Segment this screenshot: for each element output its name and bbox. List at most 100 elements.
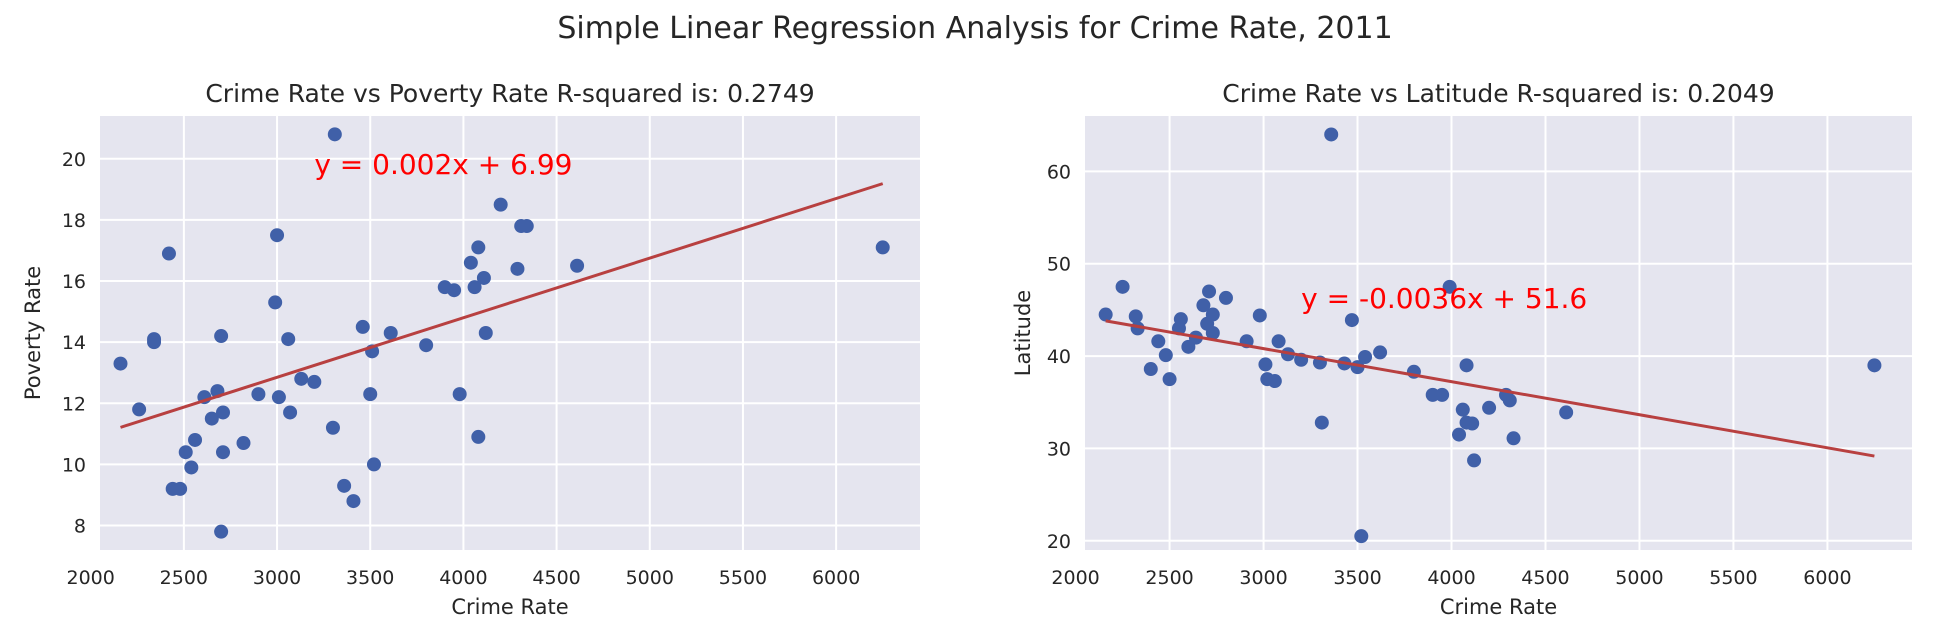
data-point [476,270,491,285]
data-point [1344,313,1359,328]
y-tick-label: 50 [1047,254,1071,276]
y-axis-label: Latitude [1011,290,1035,376]
data-point [875,240,890,255]
x-tick-label: 3500 [1333,567,1381,589]
data-point [1158,348,1173,363]
x-tick-label: 5500 [1709,567,1757,589]
x-tick-label: 3000 [1239,567,1287,589]
data-point [1162,372,1177,387]
y-tick-label: 10 [62,454,86,476]
data-point [1196,298,1211,313]
data-point [519,219,534,234]
regression-line [1105,319,1875,458]
data-point [184,460,199,475]
data-point [325,420,340,435]
data-point [1218,290,1233,305]
y-tick-label: 8 [74,516,86,538]
data-point [452,387,467,402]
data-point [510,261,525,276]
data-point [1258,357,1273,372]
data-point [294,371,309,386]
data-point [1482,400,1497,415]
x-axis-label: Crime Rate [1440,595,1557,619]
x-tick-label: 4500 [1521,567,1569,589]
plot-area [1085,116,1912,550]
data-point [307,374,322,389]
x-tick-label: 4000 [439,567,487,589]
x-tick-label: 3500 [346,567,394,589]
plot-area [100,116,920,550]
data-point [268,295,283,310]
subplot-title: Crime Rate vs Poverty Rate R-squared is:… [205,79,814,108]
x-tick-label: 5000 [626,567,674,589]
y-tick-label: 14 [62,332,86,354]
data-point [1314,415,1329,430]
data-point [1459,358,1474,373]
data-point [147,335,162,350]
data-point [236,436,251,451]
data-point [1867,358,1882,373]
y-tick-label: 40 [1047,346,1071,368]
data-point [1267,374,1282,389]
data-point [1202,284,1217,299]
data-point [1252,308,1267,323]
y-tick-label: 16 [62,271,86,293]
data-point [1467,453,1482,468]
y-tick-label: 20 [62,149,86,171]
data-point [173,481,188,496]
data-point [383,326,398,340]
x-tick-label: 6000 [1803,567,1851,589]
data-point [471,240,486,255]
data-point [1502,393,1517,408]
data-point [188,432,203,447]
data-point [178,445,193,460]
data-point [1143,362,1158,377]
data-point [132,402,147,417]
data-point [270,228,285,243]
data-point [493,197,508,212]
data-point [283,405,298,420]
x-axis-label: Crime Rate [451,595,568,619]
x-tick-label: 3000 [253,567,301,589]
x-tick-label: 2500 [1145,567,1193,589]
data-point [1324,127,1339,142]
data-point [281,332,296,347]
data-point [366,457,381,472]
data-point [346,494,361,509]
data-point [1506,431,1521,446]
data-point [1151,334,1166,349]
data-point [327,127,342,142]
data-point [113,356,128,371]
data-point [1442,279,1457,294]
x-tick-label: 5000 [1615,567,1663,589]
data-point [570,258,585,273]
data-point [216,445,230,460]
data-point [1455,402,1470,417]
data-point [447,283,462,298]
poverty-rate-subplot: 2000 2500 3000 3500 4000 4500 5000 5500 6000 8 10 1… [21,79,920,619]
data-point [1205,326,1220,340]
data-point [271,390,286,405]
data-point [1465,416,1480,431]
data-point [1271,334,1286,349]
figure-suptitle: Simple Linear Regression Analysis for Cr… [557,11,1392,46]
data-point [251,387,266,402]
data-point [216,405,230,420]
x-tick-label: 2000 [67,567,115,589]
data-point [161,246,176,261]
x-tick-label: 6000 [812,567,860,589]
data-point [463,255,478,270]
data-point [363,387,378,402]
latitude-subplot: 2000 2500 3000 3500 4000 4500 5000 5500 6000 20 30… [1011,79,1912,619]
y-tick-label: 30 [1047,438,1071,460]
data-point [337,478,352,493]
regression-equation: y = 0.002x + 6.99 [314,148,572,181]
y-tick-label: 20 [1047,531,1071,553]
y-tick-label: 12 [62,393,86,415]
data-point [1354,529,1369,544]
data-point [1098,307,1113,322]
x-tick-label: 4500 [532,567,580,589]
y-tick-label: 18 [62,210,86,232]
regression-equation: y = -0.0036x + 51.6 [1301,282,1587,315]
